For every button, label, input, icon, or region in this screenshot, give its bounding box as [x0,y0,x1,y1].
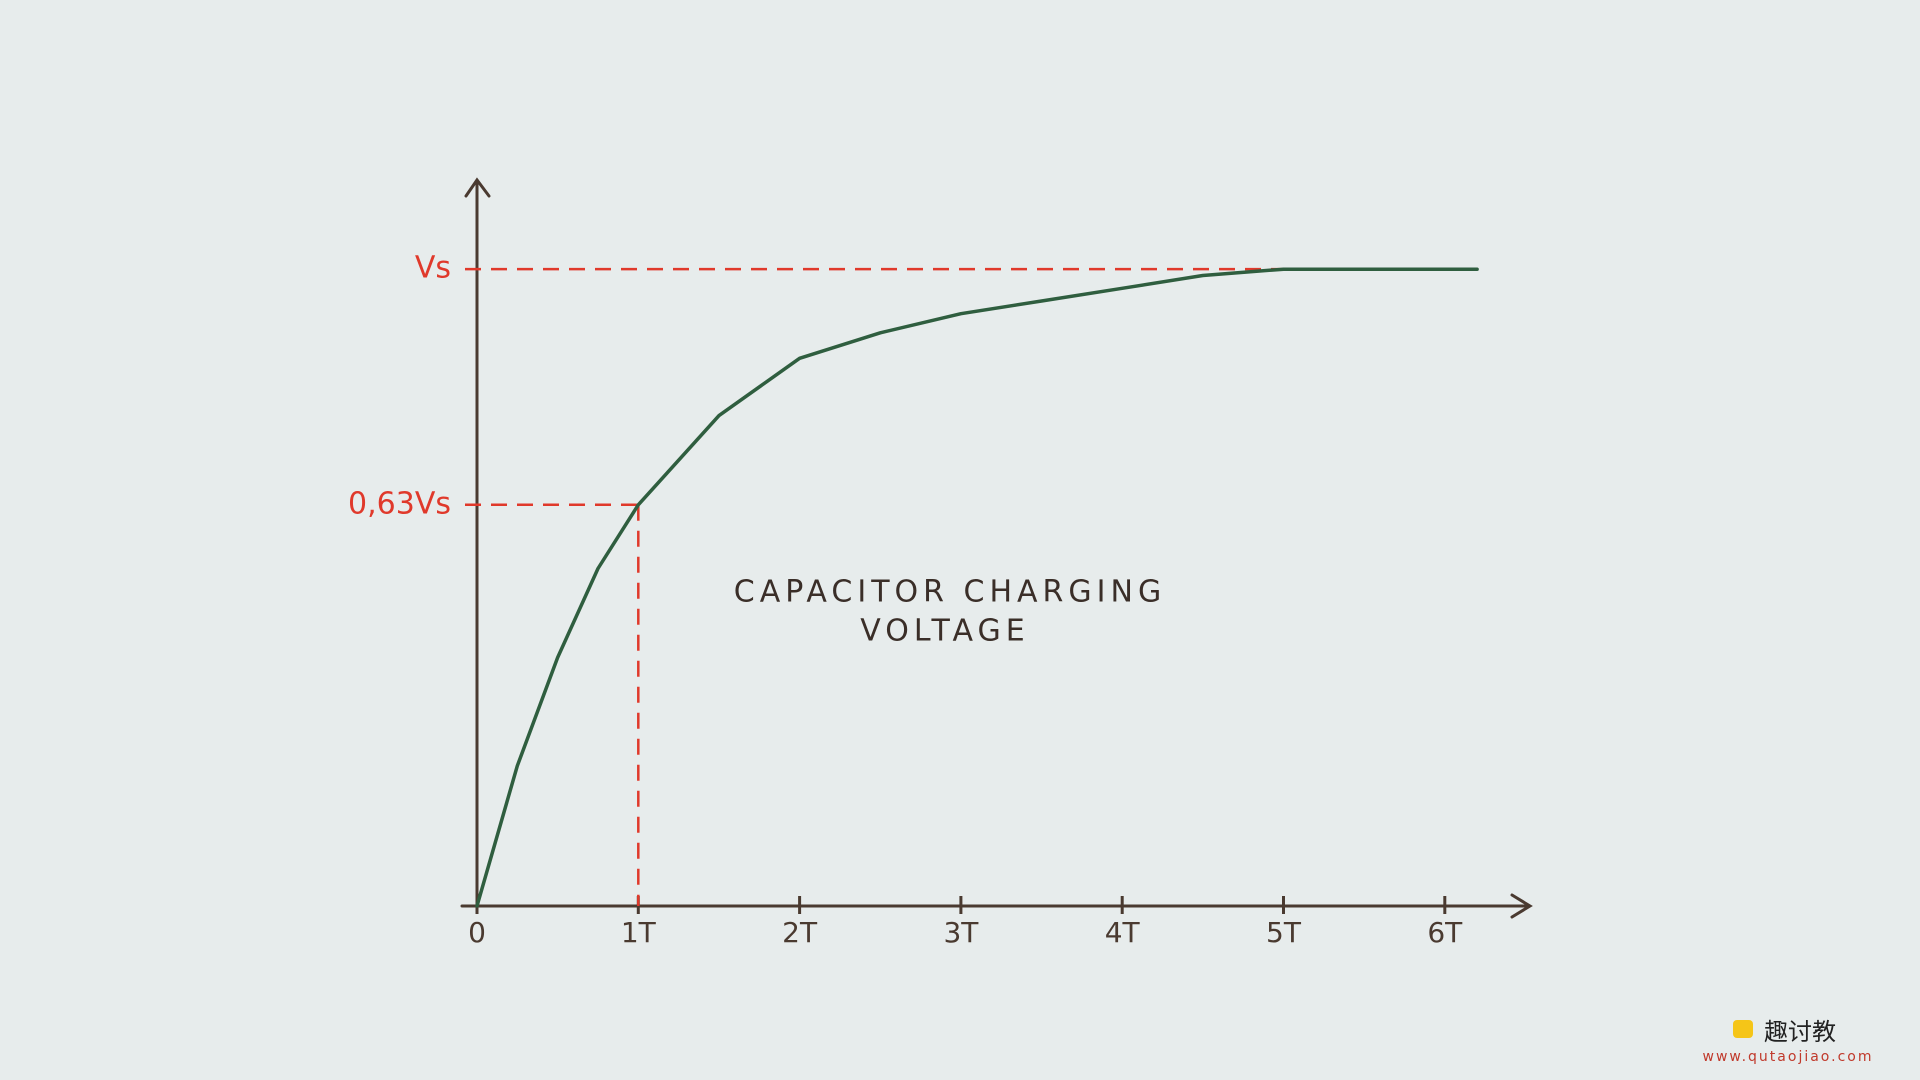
x-tick-label: 0 [468,916,486,949]
annotation: CAPACITOR CHARGING [734,575,1166,610]
x-tick-label: 1T [621,916,657,949]
watermark-url: www.qutaojiao.com [1703,1049,1874,1065]
x-tick-label: 3T [943,916,979,949]
annotation: VOLTAGE [860,614,1029,649]
x-axis-arrow [1510,893,1533,919]
x-tick-label: 5T [1266,916,1302,949]
logo-icon [1733,1020,1753,1038]
watermark-brand: 趣讨教 [1764,1018,1836,1046]
x-tick-label: 2T [782,916,818,949]
y-tick-label: 0,63Vs [348,486,451,521]
x-tick-label: 4T [1105,916,1141,949]
curve [475,267,1479,908]
y-tick-label: Vs [415,251,451,286]
x-tick-label: 6T [1427,916,1463,949]
y-axis-arrow [464,177,491,198]
